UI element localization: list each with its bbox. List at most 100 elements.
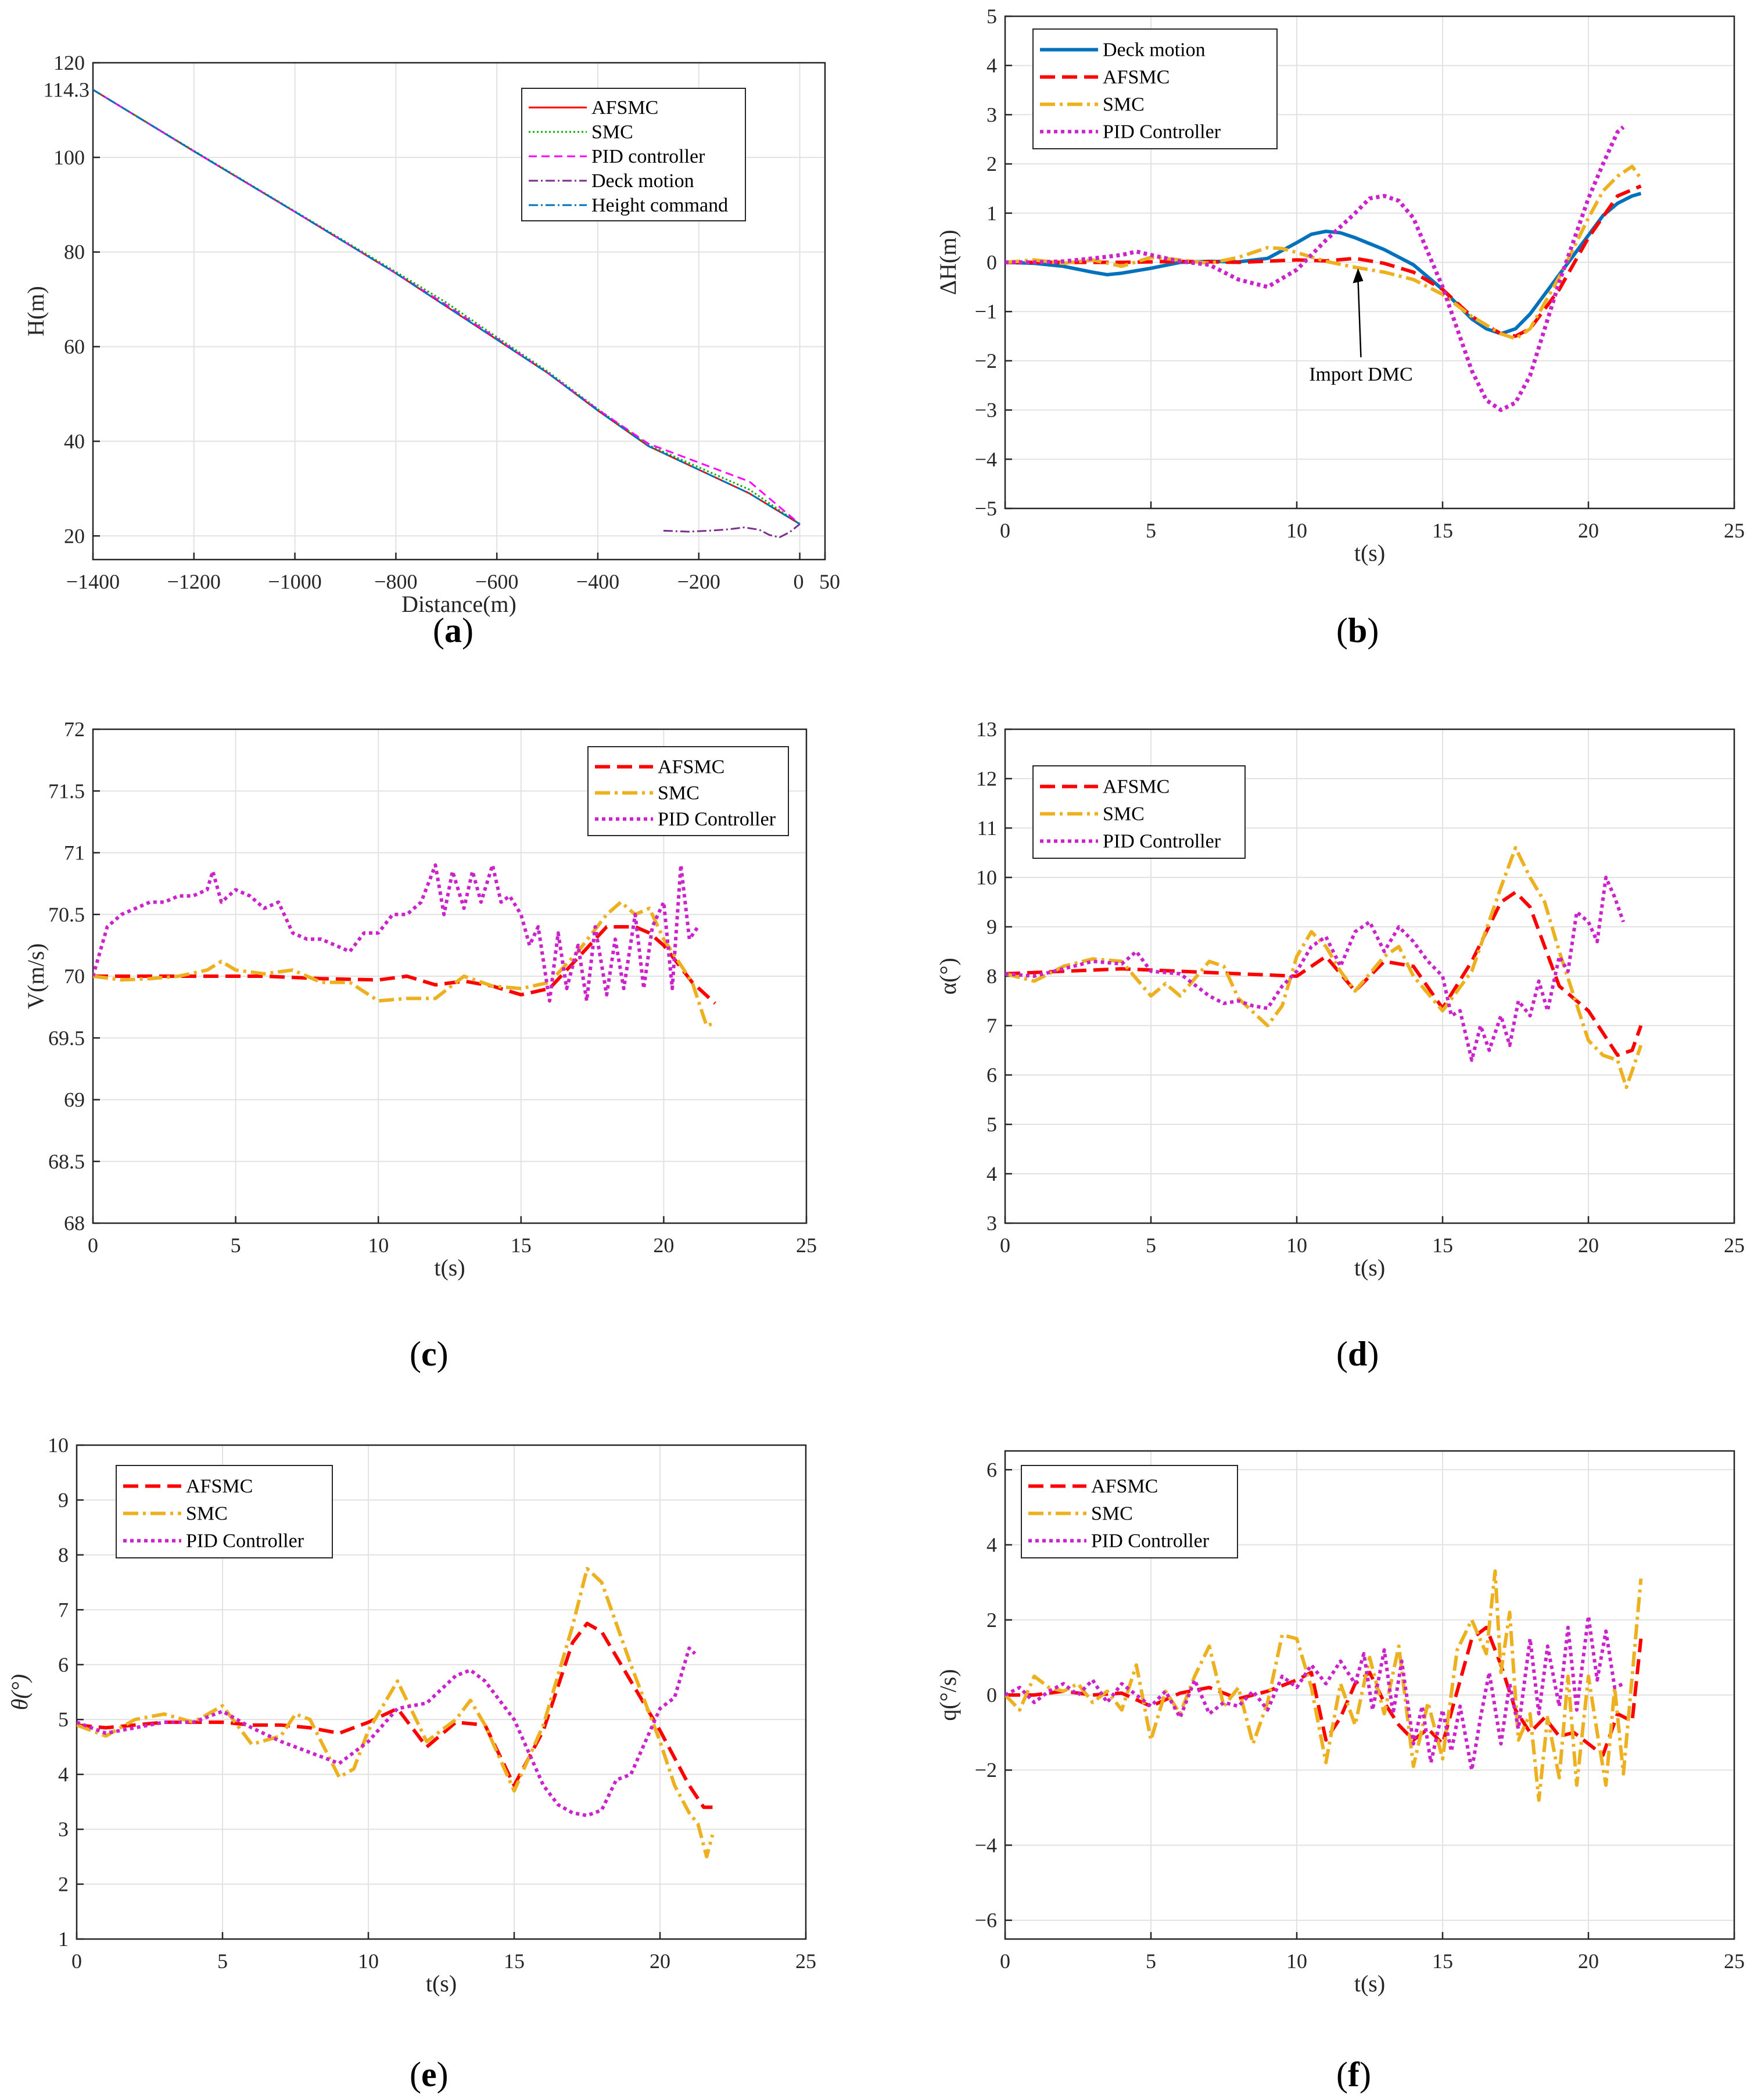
panel-label-close: )	[1367, 1335, 1379, 1373]
x-axis-label: t(s)	[434, 1255, 465, 1281]
legend-entry-smc: SMC	[1103, 94, 1145, 116]
panel-label: (f)	[1336, 2055, 1371, 2094]
panel-label-close: )	[437, 2055, 449, 2094]
panel-f: 0 5 10 15 20 25 −6 −4 −2 0 2 4 6 t(s) q(°/s) AFSMC SMC PI…	[935, 1450, 1745, 2094]
x-tick-label: 0	[1000, 1950, 1010, 1973]
y-tick-label: 9	[987, 915, 997, 938]
panel-label: (e)	[410, 2055, 449, 2094]
x-axis-label: t(s)	[1354, 540, 1385, 566]
panel-label-close: )	[462, 611, 474, 650]
series-line-smc	[1005, 1569, 1643, 1802]
y-tick-label: 10	[48, 1434, 69, 1457]
y-tick-label: 20	[64, 524, 85, 547]
y-axis-label: q(°/s)	[935, 1669, 961, 1721]
series-line-pid-controller	[1005, 1614, 1624, 1772]
y-axis-label: ΔH(m)	[935, 230, 961, 295]
y-tick-label: 7	[58, 1598, 69, 1621]
y-tick-label: 5	[58, 1708, 69, 1731]
y-tick-label: 3	[987, 103, 997, 126]
y-tick-label: 2	[987, 152, 997, 175]
x-tick-label: 10	[1286, 519, 1307, 542]
x-tick-label: 20	[1578, 1234, 1599, 1257]
y-tick-label: 69.5	[48, 1026, 85, 1049]
x-tick-label: 5	[1146, 519, 1156, 542]
y-tick-label: 4	[987, 1162, 997, 1185]
panel-label-close: )	[437, 1335, 449, 1373]
legend-entry-smc: SMC	[1091, 1503, 1133, 1525]
series-line-pid-controller	[1005, 876, 1626, 1062]
x-tick-label: −200	[677, 570, 720, 593]
x-tick-label: 20	[650, 1950, 670, 1973]
y-tick-label: 10	[976, 866, 997, 889]
panel-e: 0 5 10 15 20 25 1 2 3 4 5 6 7 8 9 10 t(s) θ(°) AFSMC SMC PID…	[6, 1434, 816, 2094]
x-tick-label: 25	[1724, 519, 1745, 542]
y-tick-label: −4	[975, 1833, 997, 1857]
y-tick-label: −1	[975, 300, 997, 323]
y-tick-label: 71.5	[48, 779, 85, 802]
y-tick-label: 40	[64, 429, 85, 453]
x-axis-label: t(s)	[1354, 1255, 1385, 1281]
x-axis-label: t(s)	[426, 1970, 457, 1997]
y-tick-label: 1	[58, 1927, 69, 1951]
x-tick-label: −800	[374, 570, 417, 593]
y-tick-label: 0	[987, 1683, 997, 1707]
y-tick-label: 8	[987, 965, 997, 988]
legend-entry-smc: SMC	[186, 1503, 228, 1525]
legend-entry-deck-motion: Deck motion	[591, 170, 694, 192]
panel-label-letter: d	[1348, 1335, 1367, 1373]
y-tick-label: 4	[58, 1763, 69, 1786]
series-line-afsmc	[1005, 184, 1642, 338]
x-tick-label: −1400	[66, 570, 120, 593]
y-tick-label: −2	[975, 1758, 997, 1782]
legend-entry-height-command: Height command	[591, 195, 728, 216]
y-extra-label: 114.3	[43, 78, 89, 101]
y-tick-label: 70	[64, 965, 85, 988]
y-tick-label: −4	[975, 447, 997, 471]
series-line-pid-controller	[1005, 125, 1625, 413]
y-tick-label: 7	[987, 1014, 997, 1037]
y-tick-label: 69	[64, 1088, 85, 1112]
y-tick-label: −2	[975, 349, 997, 372]
y-tick-label: 0	[987, 251, 997, 274]
y-tick-label: 5	[987, 1113, 997, 1136]
plot-frame	[76, 1444, 807, 1940]
panel-d: 0 5 10 15 20 25 3 4 5 6 7 8 9 10 11 12 13 t(s) α(°) AFSMC SM…	[935, 718, 1745, 1373]
legend-entry-pid-controller: PID controller	[591, 146, 705, 167]
x-tick-label: 25	[1724, 1950, 1745, 1973]
x-tick-label: 20	[653, 1234, 674, 1257]
y-tick-label: 8	[58, 1543, 69, 1567]
x-axis-label: t(s)	[1354, 1970, 1385, 1997]
y-tick-label: 6	[987, 1063, 997, 1087]
y-tick-label: 68.5	[48, 1150, 85, 1173]
legend-entry-smc: SMC	[1103, 804, 1145, 825]
series-line-smc	[1005, 164, 1642, 341]
y-tick-label: 12	[976, 767, 997, 790]
y-tick-label: 3	[58, 1818, 69, 1841]
legend-entry-afsmc: AFSMC	[1103, 776, 1170, 798]
y-tick-label: 9	[58, 1488, 69, 1511]
y-tick-label: 120	[53, 51, 85, 74]
y-tick-label: 4	[987, 1533, 997, 1557]
y-tick-label: 13	[976, 718, 997, 741]
panel-label-letter: e	[421, 2055, 437, 2094]
y-tick-label: 100	[53, 146, 85, 169]
legend-entry-afsmc: AFSMC	[1103, 67, 1170, 88]
legend-entry-pid-controller: PID Controller	[1103, 831, 1221, 852]
x-tick-label: 10	[368, 1234, 389, 1257]
x-tick-label: 25	[796, 1234, 817, 1257]
legend-entry-afsmc: AFSMC	[186, 1476, 253, 1497]
series-line-pid-controller	[93, 89, 801, 525]
annotation-arrow-line	[1357, 278, 1362, 357]
panel-label-open: (	[410, 2055, 421, 2094]
legend-entry-pid-controller: PID Controller	[186, 1531, 304, 1552]
legend-entry-pid-controller: PID Controller	[658, 809, 776, 830]
panel-label: (c)	[410, 1335, 449, 1373]
panel-label-letter: c	[421, 1335, 437, 1373]
y-tick-label: 6	[58, 1653, 69, 1676]
y-axis-label: H(m)	[23, 286, 49, 336]
x-tick-label: 50	[819, 570, 840, 593]
y-tick-label: 70.5	[48, 903, 85, 926]
panel-label: (d)	[1336, 1335, 1379, 1373]
panel-label-letter: a	[444, 611, 462, 650]
